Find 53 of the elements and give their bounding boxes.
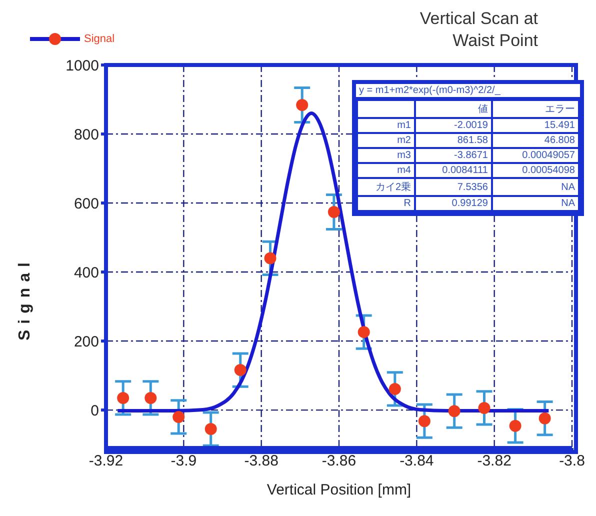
annotation: 7.5356 [415, 178, 492, 196]
y-tick-label: 600 [74, 195, 99, 212]
point [388, 382, 401, 395]
annotation: 0.00054098 [492, 163, 579, 178]
point [509, 420, 522, 432]
point [204, 423, 217, 436]
annotation: エラー [492, 100, 579, 118]
point [117, 392, 130, 404]
x-tick-label: -3.82 [477, 452, 512, 470]
annotation: -3.8671 [415, 148, 492, 163]
annotation: NA [492, 196, 579, 211]
annotation: 値 [415, 100, 492, 118]
y-tick-label: 200 [74, 333, 99, 350]
y-tick-label: 1000 [66, 57, 99, 74]
annotation: 0.99129 [415, 196, 492, 211]
point [538, 412, 551, 424]
annotation: 46.808 [492, 133, 579, 148]
x-tick-label: -3.84 [400, 452, 434, 470]
chart-title: Vertical Scan at Waist Point [418, 8, 538, 52]
annotation: 0.0084111 [415, 163, 492, 178]
x-tick-label: -3.86 [322, 452, 356, 470]
annotation: NA [492, 178, 579, 196]
point [418, 415, 430, 428]
annotation: m3 [357, 148, 415, 163]
legend-label: Signal [84, 33, 115, 45]
y-tick-label: 400 [74, 264, 99, 282]
annotation: m4 [357, 163, 415, 178]
point [328, 206, 340, 218]
annotation: カイ2乗 [357, 178, 415, 196]
point [296, 99, 308, 112]
annotation: 861.58 [415, 133, 492, 148]
annotation: m1 [357, 118, 415, 133]
point [234, 364, 246, 376]
x-tick-label: -3.92 [88, 452, 124, 470]
y-axis-title: Signal [16, 256, 34, 341]
annotation: -2.0019 [415, 118, 492, 133]
x-tick-label: -3.8 [559, 452, 585, 470]
point [358, 326, 370, 338]
annotation: y = m1+m2*exp(-(m0-m3)^2/2/_ [356, 84, 580, 99]
point [172, 410, 185, 423]
annotation: 0.00049057 [492, 148, 579, 163]
point [144, 392, 157, 404]
annotation: m2 [357, 133, 415, 148]
point [448, 405, 460, 418]
annotation: R [357, 196, 415, 211]
point [264, 252, 276, 264]
x-axis-title: Vertical Position [mm] [266, 482, 412, 499]
y-tick-label: 0 [90, 402, 99, 420]
x-tick-label: -3.88 [244, 452, 278, 470]
point [478, 402, 490, 414]
x-tick-label: -3.9 [170, 452, 197, 470]
y-tick-label: 800 [74, 126, 99, 144]
annotation: 15.491 [492, 118, 579, 133]
